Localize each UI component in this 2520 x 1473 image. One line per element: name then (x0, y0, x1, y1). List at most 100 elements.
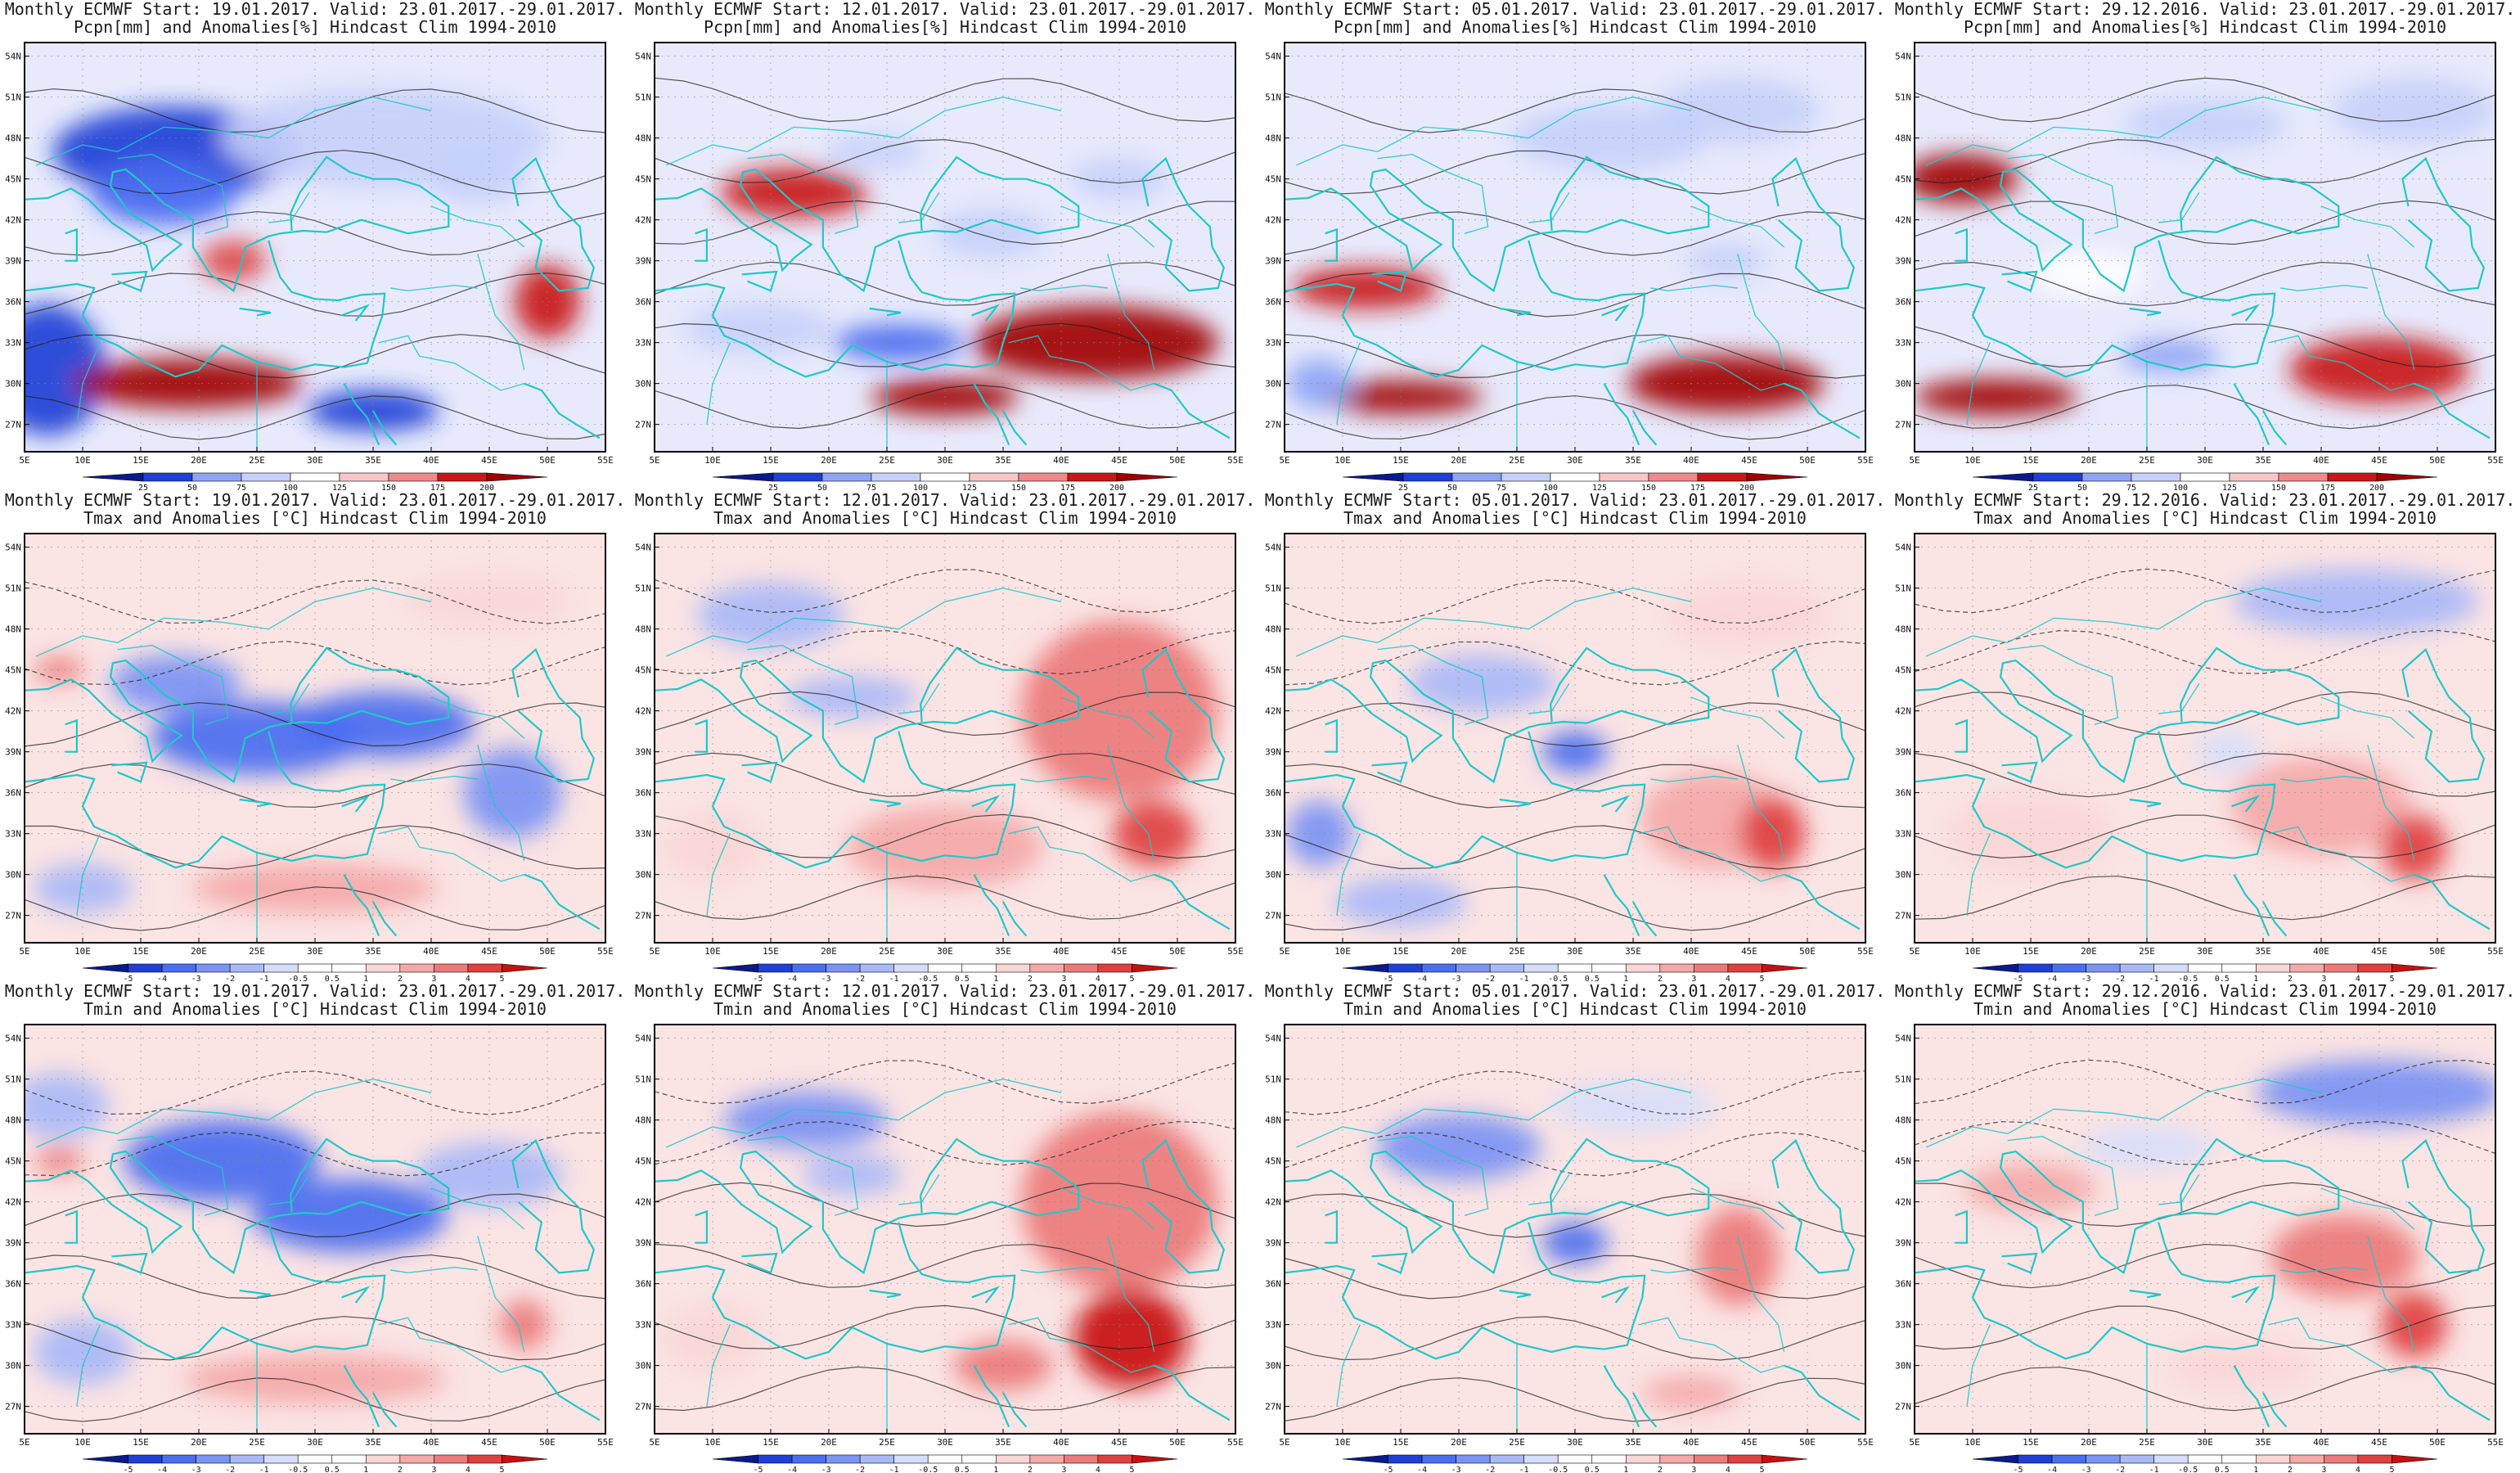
country-border (1966, 1324, 1991, 1407)
lon-tick-label: 35E (995, 1437, 1011, 1448)
colorbar-tick-label: 0.5 (325, 975, 340, 982)
coastline (1002, 1392, 1028, 1428)
lon-tick-label: 50E (2429, 1437, 2446, 1448)
contour-line (1285, 1316, 1865, 1361)
country-border (2367, 745, 2415, 862)
contour-line (655, 77, 1235, 123)
map-panel-pcpn-3: Monthly ECMWF Start: 05.01.2017. Valid: … (1260, 0, 1890, 491)
lon-tick-label: 5E (1279, 455, 1289, 466)
coastline (1499, 307, 1532, 317)
colorbar-tick-label: -4 (1417, 1466, 1427, 1473)
contour-line (655, 691, 1235, 736)
country-border (2320, 696, 2415, 739)
colorbar-tick-label: 50 (2077, 484, 2087, 491)
lon-tick-label: 20E (821, 946, 837, 957)
country-border (1638, 335, 1784, 391)
coastline (1141, 1138, 1225, 1274)
anomaly-region (1655, 78, 1820, 144)
country-border (2158, 682, 2200, 714)
lat-tick-label: 30N (1895, 379, 1911, 390)
colorbar-tick-label: -0.5 (288, 1466, 308, 1473)
lon-tick-label: 10E (1964, 1437, 1981, 1448)
country-border (390, 284, 478, 292)
anomaly-region (1511, 105, 1708, 171)
colorbar: -5 -4 -3 -2 -1 -0.5 0.5 1 2 3 4 5 (1972, 963, 2438, 982)
lon-tick-label: 35E (1625, 946, 1641, 957)
lat-tick-label: 51N (635, 92, 651, 103)
country-border (2158, 191, 2200, 223)
coastline (1601, 795, 1631, 813)
colorbar: 25 50 75 100 125 150 175 200 (1342, 472, 1808, 491)
lat-tick-label: 54N (1895, 543, 1911, 553)
lon-tick-label: 20E (1451, 1437, 1467, 1448)
lat-tick-label: 33N (1265, 829, 1281, 840)
country-border (1020, 284, 1108, 292)
anomaly-region (1915, 154, 2018, 204)
panel-subtitle: Tmax and Anomalies [°C] Hindcast Clim 19… (713, 508, 1177, 528)
contour-line (1285, 1193, 1865, 1238)
lon-tick-label: 40E (2313, 1437, 2329, 1448)
country-border (35, 1078, 432, 1148)
country-border (430, 205, 525, 248)
lon-tick-label: 15E (2023, 946, 2039, 957)
lat-tick-label: 27N (1895, 420, 1911, 430)
coastline (1141, 156, 1225, 292)
colorbar-tick-label: 175 (430, 484, 445, 491)
colorbar-tick-label: -3 (821, 1466, 831, 1473)
contour-line (1285, 88, 1865, 133)
country-border (1020, 1266, 1108, 1274)
lon-tick-label: 30E (937, 1437, 953, 1448)
colorbar-tick-label: 0.5 (955, 1466, 970, 1473)
lon-tick-label: 45E (1741, 455, 1757, 466)
lon-tick-label: 35E (365, 455, 381, 466)
colorbar-tick-label: 2 (398, 975, 403, 982)
coastline (239, 798, 272, 808)
country-border (117, 1135, 229, 1216)
anomaly-region (1551, 1082, 1715, 1131)
contour-line (25, 150, 605, 195)
lon-tick-label: 5E (19, 1437, 29, 1448)
contour-line (25, 641, 605, 686)
lat-tick-label: 48N (5, 624, 21, 635)
lon-tick-label: 50E (2429, 455, 2446, 466)
lon-tick-label: 55E (2487, 455, 2504, 466)
colorbar-tick-label: -3 (2081, 1466, 2091, 1473)
contour-line (655, 200, 1235, 246)
country-border (2280, 1266, 2368, 1274)
lat-tick-label: 51N (5, 583, 21, 594)
lon-tick-label: 25E (2139, 1437, 2155, 1448)
contour-line (655, 1366, 1235, 1412)
lat-tick-label: 51N (5, 1074, 21, 1085)
contour-line (1285, 1377, 1865, 1422)
country-border (1528, 1173, 1570, 1205)
lon-tick-label: 15E (763, 455, 779, 466)
lat-tick-label: 45N (5, 665, 21, 676)
coastline (2001, 1252, 2038, 1274)
lat-tick-label: 39N (635, 1238, 651, 1249)
country-border (1737, 1236, 1785, 1353)
lat-tick-label: 36N (5, 297, 21, 308)
coastline (343, 383, 380, 446)
lon-tick-label: 5E (1279, 1437, 1289, 1448)
lat-tick-label: 42N (1895, 215, 1911, 226)
lat-tick-label: 33N (5, 338, 21, 349)
coastline (655, 155, 1080, 293)
lon-tick-label: 45E (481, 946, 497, 957)
colorbar-tick-label: 1 (2253, 1466, 2258, 1473)
lat-tick-label: 33N (5, 1320, 21, 1331)
colorbar: -5 -4 -3 -2 -1 -0.5 0.5 1 2 3 4 5 (1972, 1454, 2438, 1473)
colorbar-tick-label: -4 (157, 1466, 167, 1473)
country-border (1925, 1078, 2322, 1148)
lat-tick-label: 33N (635, 1320, 651, 1331)
lat-tick-label: 48N (1265, 1115, 1281, 1126)
colorbar-tick-label: -5 (124, 1466, 133, 1473)
colorbar-tick-label: 175 (2320, 484, 2335, 491)
lon-tick-label: 25E (879, 1437, 895, 1448)
anomaly-region (2166, 1340, 2314, 1390)
colorbar-tick-label: 1 (993, 1466, 998, 1473)
colorbar-tick-label: 1 (363, 1466, 368, 1473)
colorbar-tick-label: 4 (2356, 1466, 2360, 1473)
colorbar-tick-label: 0.5 (1585, 1466, 1600, 1473)
colorbar-tick-label: 3 (1691, 1466, 1696, 1473)
lon-tick-label: 10E (1964, 455, 1981, 466)
